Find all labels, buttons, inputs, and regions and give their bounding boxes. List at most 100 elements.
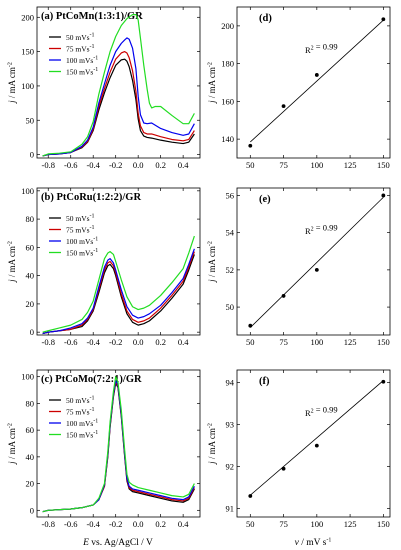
- x-axis-label-scan-rate: v / mV s-1: [295, 538, 332, 549]
- panel-6: 50 75 100 125 150 91 92 93 94 j / mA cm-2 (f) R2 = …: [207, 369, 391, 529]
- legend-label: 100 mVs-1: [66, 419, 98, 429]
- x-tick-label: 125: [344, 519, 357, 529]
- data-point: [281, 294, 286, 298]
- y-tick-label: 94: [226, 378, 235, 388]
- plot-frame: [36, 187, 201, 336]
- series-line: [42, 51, 195, 157]
- plot-frame: [36, 369, 201, 518]
- y-tick-label: 93: [226, 420, 235, 430]
- y-tick-label: 50: [226, 302, 235, 312]
- x-tick-label: -0.2: [109, 160, 122, 170]
- panel-title: (b) PtCoRu(1:2:2)/GR: [41, 192, 141, 203]
- x-tick-label: -0.8: [42, 519, 55, 529]
- y-tick-label: 20: [26, 299, 35, 309]
- legend-label: 75 mVs-1: [66, 225, 95, 235]
- y-tick-label: 50: [26, 115, 35, 125]
- legend-label: 150 mVs-1: [66, 430, 98, 440]
- y-axis-label: j / mA cm-2: [7, 62, 17, 104]
- x-tick-label: -0.6: [64, 337, 77, 347]
- x-tick-label: 50: [246, 519, 255, 529]
- x-tick-label: 0.0: [133, 519, 144, 529]
- fit-line: [250, 380, 384, 496]
- y-tick-label: 200: [221, 21, 234, 31]
- x-tick-label: 0.4: [178, 160, 189, 170]
- y-tick-label: 52: [226, 265, 235, 275]
- y-tick-label: 80: [26, 398, 35, 408]
- data-point: [248, 494, 253, 498]
- x-tick-label: 125: [344, 160, 357, 170]
- y-tick-label: 160: [221, 96, 234, 106]
- x-tick-label: 75: [279, 160, 288, 170]
- x-tick-label: 0.0: [133, 160, 144, 170]
- x-tick-label: -0.4: [86, 519, 100, 529]
- fit-line: [250, 197, 384, 328]
- data-point: [314, 443, 319, 448]
- panel-2: 50 75 100 125 150 140 160 180 200 j / mA cm-2 (d) R…: [207, 6, 391, 170]
- fit-line: [250, 19, 384, 143]
- x-tick-label: -0.2: [109, 337, 122, 347]
- plot-frame: [236, 369, 391, 518]
- r-squared-annotation: R2 = 0.99: [305, 223, 338, 237]
- data-point: [381, 17, 386, 22]
- y-tick-label: 80: [26, 214, 35, 224]
- x-tick-label: 0.0: [133, 337, 144, 347]
- legend-label: 100 mVs-1: [66, 56, 98, 66]
- panel-title: (f): [259, 376, 270, 387]
- data-point: [248, 143, 253, 148]
- data-point: [281, 466, 286, 471]
- legend-label: 75 mVs-1: [66, 407, 95, 417]
- panel-title: (a) PtCoMn(1:3:1)/GR: [41, 11, 143, 22]
- x-tick-label: 0.2: [155, 337, 166, 347]
- legend-label: 150 mVs-1: [66, 67, 98, 77]
- panel-4: 50 75 100 125 150 50 52 54 56 j / mA cm-2 (e) R2 = …: [207, 187, 391, 347]
- y-axis-label: j / mA cm-2: [207, 62, 217, 104]
- y-tick-label: 180: [221, 59, 234, 69]
- data-point: [314, 267, 319, 272]
- r-squared-annotation: R2 = 0.99: [305, 42, 338, 56]
- x-tick-label: 100: [310, 337, 323, 347]
- y-tick-label: 91: [226, 504, 235, 514]
- y-tick-label: 0: [30, 327, 34, 337]
- series-line: [42, 376, 195, 513]
- x-tick-label: -0.8: [42, 160, 55, 170]
- x-tick-label: 50: [246, 337, 255, 347]
- data-point: [381, 193, 386, 198]
- legend-label: 50 mVs-1: [66, 214, 95, 224]
- y-tick-label: 54: [226, 228, 235, 238]
- legend-label: 75 mVs-1: [66, 44, 95, 54]
- x-axis-label-potential: E vs. Ag/AgCl / V: [82, 538, 153, 548]
- panel-5: -0.8 -0.6 -0.4 -0.2 0.0 0.2 0.4 0 20 40 60 80 100 j /…: [7, 369, 201, 529]
- series-line: [42, 254, 195, 335]
- y-tick-label: 100: [21, 372, 34, 382]
- y-tick-label: 20: [26, 479, 35, 489]
- data-point: [281, 104, 286, 108]
- y-tick-label: 150: [21, 47, 34, 57]
- panel-title: (d): [259, 13, 272, 24]
- y-tick-label: 0: [30, 505, 34, 515]
- series-line: [42, 37, 195, 157]
- x-tick-label: -0.8: [42, 337, 55, 347]
- y-tick-label: 100: [21, 186, 34, 196]
- legend-label: 100 mVs-1: [66, 237, 98, 247]
- y-tick-label: 200: [21, 12, 34, 22]
- y-tick-label: 40: [26, 452, 35, 462]
- y-tick-label: 0: [30, 150, 34, 160]
- y-tick-label: 140: [221, 134, 234, 144]
- y-tick-label: 56: [226, 190, 235, 200]
- x-tick-label: 125: [344, 337, 357, 347]
- panel-title: (c) PtCoMo(7:2:1)/GR: [41, 374, 142, 385]
- panel-3: -0.8 -0.6 -0.4 -0.2 0.0 0.2 0.4 0 20 40 60 80 100 j /…: [7, 186, 201, 347]
- y-axis-label: j / mA cm-2: [7, 423, 17, 465]
- y-axis-label: j / mA cm-2: [207, 241, 217, 283]
- x-tick-label: -0.4: [86, 160, 100, 170]
- panel-1: -0.8 -0.6 -0.4 -0.2 0.0 0.2 0.4 0 50 100 150 200 j /…: [7, 6, 201, 170]
- y-tick-label: 60: [26, 242, 35, 252]
- x-tick-label: -0.6: [64, 160, 77, 170]
- x-tick-label: 100: [310, 160, 323, 170]
- x-tick-label: 0.4: [178, 337, 189, 347]
- x-tick-label: -0.4: [86, 337, 100, 347]
- y-tick-label: 100: [21, 81, 34, 91]
- y-tick-label: 60: [26, 425, 35, 435]
- plot-frame: [236, 6, 391, 159]
